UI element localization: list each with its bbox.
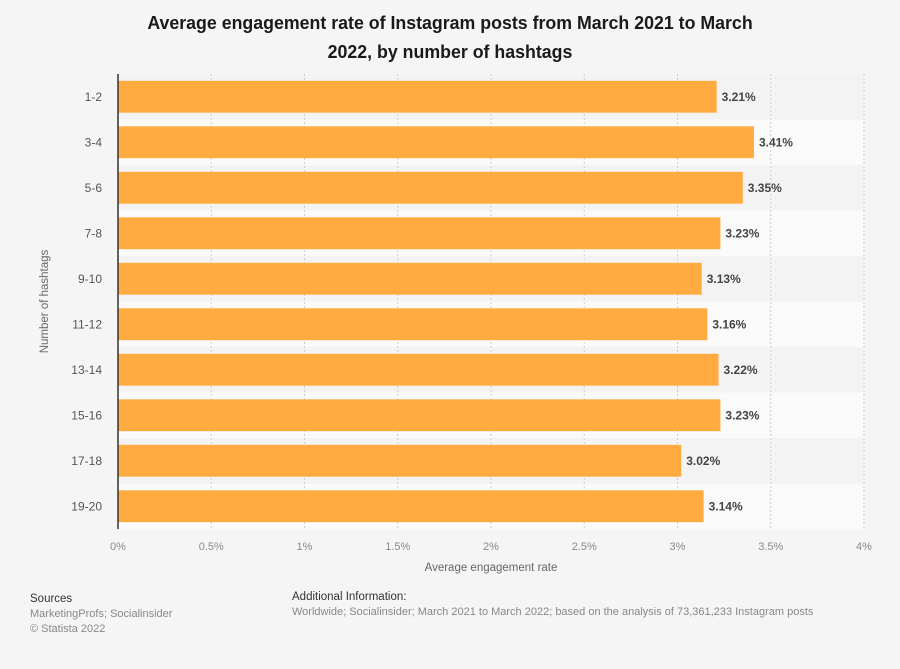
category-label: 9-10 (78, 272, 102, 286)
value-label: 3.13% (707, 272, 741, 286)
sources-heading: Sources (30, 593, 73, 605)
category-label: 7-8 (85, 226, 103, 240)
value-label: 3.22% (724, 363, 758, 377)
category-label: 17-18 (71, 454, 102, 468)
bar[interactable] (118, 126, 754, 159)
bar[interactable] (118, 171, 743, 204)
x-tick-label: 2% (483, 541, 499, 553)
value-label: 3.23% (725, 226, 759, 240)
copyright-text: © Statista 2022 (30, 623, 106, 635)
category-label: 3-4 (85, 135, 103, 149)
chart-title-line-1: Average engagement rate of Instagram pos… (147, 12, 753, 33)
category-label: 13-14 (71, 363, 102, 377)
value-labels: 3.21% 3.41% 3.35% 3.23% 3.13% 3.16% 3.22% 3.23%… (686, 90, 793, 514)
sources-text[interactable]: MarketingProfs; Socialinsider (30, 608, 173, 620)
value-label: 3.23% (725, 408, 759, 422)
x-tick-label: 3% (670, 541, 686, 553)
category-label: 1-2 (85, 90, 103, 104)
bar[interactable] (118, 262, 702, 295)
category-label: 5-6 (85, 181, 103, 195)
bar[interactable] (118, 308, 708, 341)
value-label: 3.14% (709, 499, 743, 513)
sources-block: Sources MarketingProfs; Socialinsider © … (30, 592, 172, 637)
x-tick-label: 0% (110, 541, 126, 553)
bar[interactable] (118, 490, 704, 523)
value-label: 3.02% (686, 454, 720, 468)
bar[interactable] (118, 444, 682, 477)
additional-info-heading: Additional Information: (292, 591, 407, 603)
value-label: 3.41% (759, 135, 793, 149)
chart-title-line-2: 2022, by number of hashtags (327, 41, 573, 62)
y-axis-title: Number of hashtags (39, 249, 51, 353)
x-tick-label: 3.5% (758, 541, 783, 553)
chart-title: Average engagement rate of Instagram pos… (18, 8, 882, 66)
bar[interactable] (118, 399, 721, 432)
bar[interactable] (118, 80, 717, 113)
additional-info-block: Additional Information: Worldwide; Socia… (292, 590, 813, 620)
x-tick-label: 4% (856, 541, 872, 553)
x-tick-labels: 0% 0.5% 1% 1.5% 2% 2.5% 3% 3.5% 4% (110, 541, 872, 553)
category-labels: 1-2 3-4 5-6 7-8 9-10 11-12 13-14 15-16 17-18 19-2… (71, 90, 102, 514)
bar[interactable] (118, 217, 721, 250)
bar[interactable] (118, 353, 719, 386)
category-label: 19-20 (71, 499, 102, 513)
x-axis-title: Average engagement rate (425, 562, 558, 574)
value-label: 3.16% (712, 317, 746, 331)
additional-info-text: Worldwide; Socialinsider; March 2021 to … (292, 606, 814, 618)
x-tick-label: 2.5% (572, 541, 597, 553)
bars (118, 80, 754, 523)
category-label: 11-12 (72, 317, 102, 331)
value-label: 3.21% (722, 90, 756, 104)
x-tick-label: 1.5% (385, 541, 410, 553)
x-tick-label: 1% (297, 541, 313, 553)
value-label: 3.35% (748, 181, 782, 195)
x-tick-label: 0.5% (199, 541, 224, 553)
category-label: 15-16 (71, 408, 102, 422)
